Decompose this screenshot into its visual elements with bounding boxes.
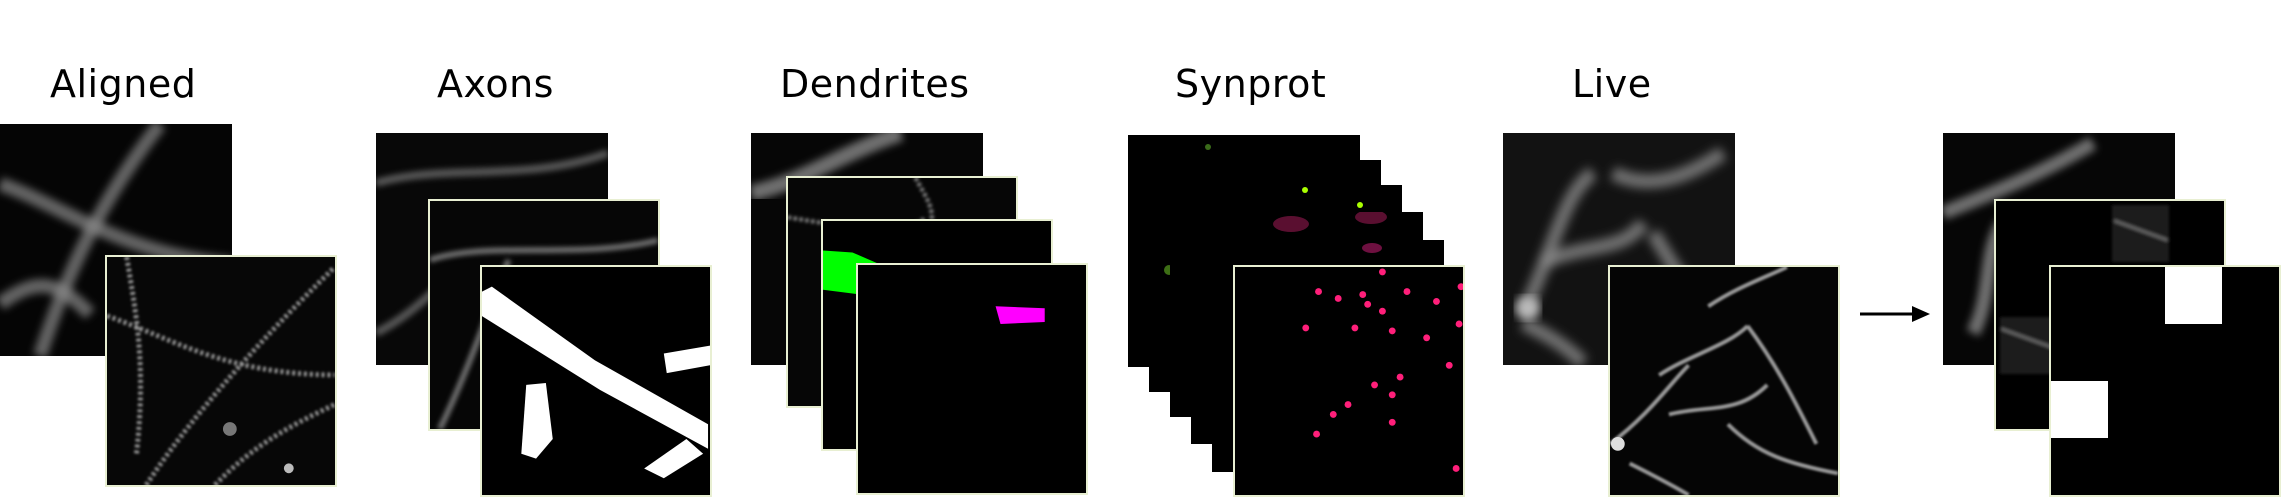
magenta-dendrite-region — [995, 306, 1045, 324]
title-synprot: Synprot — [1175, 62, 1327, 106]
synprot-puncta — [1233, 265, 1465, 497]
axons-mask — [480, 265, 712, 497]
title-dendrites: Dendrites — [780, 62, 970, 106]
output-mask — [2049, 265, 2281, 497]
title-live: Live — [1572, 62, 1652, 106]
aligned-front-image — [105, 255, 337, 487]
live-image-sharp — [1608, 265, 1840, 497]
dendrites-mask-magenta — [856, 263, 1088, 495]
aligned-back-image — [0, 124, 232, 356]
title-aligned: Aligned — [50, 62, 197, 106]
title-axons: Axons — [437, 62, 554, 106]
right-arrow-icon — [1860, 304, 1930, 324]
